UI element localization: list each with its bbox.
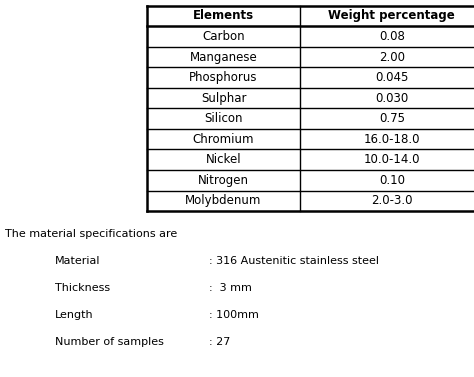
Text: The material specifications are: The material specifications are [5,229,177,239]
Text: 0.75: 0.75 [379,112,405,125]
Text: Weight percentage: Weight percentage [328,9,455,22]
Text: 0.030: 0.030 [375,92,409,104]
Text: Phosphorus: Phosphorus [189,71,258,84]
Text: Sulphar: Sulphar [201,92,246,104]
Text: Nickel: Nickel [206,153,241,166]
Text: 2.0-3.0: 2.0-3.0 [371,195,412,207]
Text: Length: Length [55,310,93,320]
Text: Carbon: Carbon [202,30,245,43]
Text: 2.00: 2.00 [379,51,405,63]
Text: Material: Material [55,256,100,266]
Text: :  3 mm: : 3 mm [209,283,251,293]
Text: Number of samples: Number of samples [55,337,164,347]
Text: Thickness: Thickness [55,283,109,293]
Text: Chromium: Chromium [193,133,254,146]
Text: 0.08: 0.08 [379,30,405,43]
Text: Manganese: Manganese [190,51,257,63]
Text: Silicon: Silicon [204,112,243,125]
Text: Nitrogen: Nitrogen [198,174,249,187]
Text: : 100mm: : 100mm [209,310,258,320]
Text: Molybdenum: Molybdenum [185,195,262,207]
Text: : 27: : 27 [209,337,230,347]
Text: 16.0-18.0: 16.0-18.0 [364,133,420,146]
Text: 0.10: 0.10 [379,174,405,187]
Text: Elements: Elements [193,9,254,22]
Text: 0.045: 0.045 [375,71,409,84]
Text: 10.0-14.0: 10.0-14.0 [364,153,420,166]
Text: : 316 Austenitic stainless steel: : 316 Austenitic stainless steel [209,256,379,266]
